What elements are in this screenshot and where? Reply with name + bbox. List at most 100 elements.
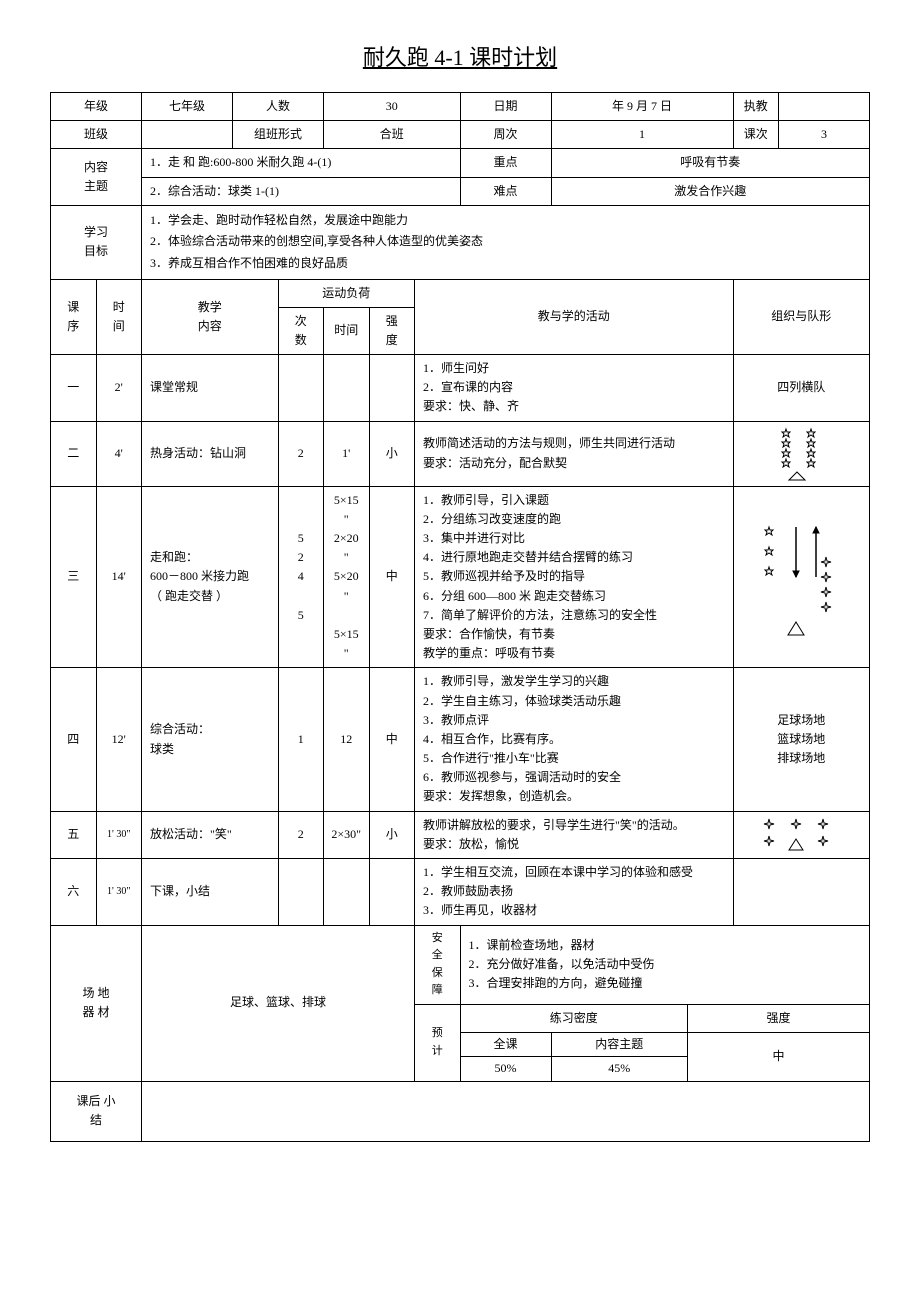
difficulty-label: 难点 bbox=[460, 177, 551, 205]
times: 5 2 4 5 bbox=[278, 486, 324, 668]
est-label: 预 计 bbox=[415, 1004, 461, 1081]
dur: 5×15 " 2×20 " 5×20 " 5×15 " bbox=[324, 486, 370, 668]
col-header-row-1: 课 序 时 间 教学 内容 运动负荷 教与学的活动 组织与队形 bbox=[51, 279, 870, 307]
time: 12' bbox=[96, 668, 142, 811]
intensity-value: 中 bbox=[688, 1033, 870, 1081]
safety-label: 安 全 保 障 bbox=[415, 925, 461, 1004]
sparkle-formation-icon bbox=[756, 814, 846, 856]
grade-label: 年级 bbox=[51, 93, 142, 121]
topic-value: 45% bbox=[552, 1057, 688, 1080]
col-dur: 时间 bbox=[324, 307, 370, 354]
col-load: 运动负荷 bbox=[278, 279, 415, 307]
formation-svg bbox=[733, 811, 870, 858]
topic-cell: 内容主题 45% bbox=[551, 1033, 688, 1081]
page-title: 耐久跑 4-1 课时计划 bbox=[50, 40, 870, 72]
teach: 放松活动："笑" bbox=[142, 811, 279, 858]
full-value: 50% bbox=[461, 1057, 551, 1080]
time: 1' 30" bbox=[96, 859, 142, 926]
formation-svg bbox=[733, 421, 870, 486]
col-time: 时 间 bbox=[96, 279, 142, 355]
safety-value: 1．课前检查场地，器材 2．充分做好准备，以免活动中受伤 3．合理安排跑的方向，… bbox=[460, 925, 870, 1004]
content-line2: 2．综合活动：球类 1-(1) bbox=[142, 177, 461, 205]
dur: 1' bbox=[324, 421, 370, 486]
dur: 2×30" bbox=[324, 811, 370, 858]
equipment-label: 场 地 器 材 bbox=[51, 925, 142, 1081]
table-row: 二 4' 热身活动：钻山洞 2 1' 小 教师简述活动的方法与规则，师生共同进行… bbox=[51, 421, 870, 486]
stars-formation-icon bbox=[761, 424, 841, 484]
activity: 教师讲解放松的要求，引导学生进行"笑"的活动。 要求：放松，愉悦 bbox=[415, 811, 734, 858]
week-label: 周次 bbox=[460, 121, 551, 149]
dur: 12 bbox=[324, 668, 370, 811]
form-label: 组班形式 bbox=[233, 121, 324, 149]
teacher-value bbox=[779, 93, 870, 121]
time: 2' bbox=[96, 355, 142, 422]
table-row: 四 12' 综合活动： 球类 1 12 中 1．教师引导，激发学生学习的兴趣 2… bbox=[51, 668, 870, 811]
lesson-plan-table: 年级 七年级 人数 30 日期 年 9 月 7 日 执教 班级 组班形式 合班 … bbox=[50, 92, 870, 1142]
summary-row: 课后 小 结 bbox=[51, 1081, 870, 1141]
times: 1 bbox=[278, 668, 324, 811]
formation-svg bbox=[733, 486, 870, 668]
seq: 六 bbox=[51, 859, 97, 926]
intensity: 中 bbox=[369, 486, 415, 668]
activity: 1．学生相互交流，回顾在本课中学习的体验和感受 2．教师鼓励表扬 3．师生再见，… bbox=[415, 859, 734, 926]
seq: 三 bbox=[51, 486, 97, 668]
content-row-1: 内容 主题 1．走 和 跑:600-800 米耐久跑 4-(1) 重点 呼吸有节… bbox=[51, 149, 870, 177]
col-intensity: 强 度 bbox=[369, 307, 415, 354]
times bbox=[278, 859, 324, 926]
goal-2: 2．体验综合活动带来的创想空间,享受各种人体造型的优美姿态 bbox=[150, 231, 863, 253]
dur bbox=[324, 859, 370, 926]
time: 14' bbox=[96, 486, 142, 668]
full-label: 全课 bbox=[461, 1033, 551, 1057]
keypoint-value: 呼吸有节奏 bbox=[551, 149, 870, 177]
intensity: 小 bbox=[369, 421, 415, 486]
full-cell: 全课 50% bbox=[460, 1033, 551, 1081]
col-seq: 课 序 bbox=[51, 279, 97, 355]
content-row-2: 2．综合活动：球类 1-(1) 难点 激发合作兴趣 bbox=[51, 177, 870, 205]
equipment-row: 场 地 器 材 足球、篮球、排球 安 全 保 障 1．课前检查场地，器材 2．充… bbox=[51, 925, 870, 1004]
teach: 综合活动： 球类 bbox=[142, 668, 279, 811]
content-label: 内容 主题 bbox=[51, 149, 142, 205]
goals-label: 学习 目标 bbox=[51, 205, 142, 279]
goal-3: 3．养成互相合作不怕困难的良好品质 bbox=[150, 253, 863, 275]
content-line1: 1．走 和 跑:600-800 米耐久跑 4-(1) bbox=[142, 149, 461, 177]
table-row: 六 1' 30" 下课，小结 1．学生相互交流，回顾在本课中学习的体验和感受 2… bbox=[51, 859, 870, 926]
col-teach: 教学 内容 bbox=[142, 279, 279, 355]
seq: 五 bbox=[51, 811, 97, 858]
summary-label: 课后 小 结 bbox=[51, 1081, 142, 1141]
teach: 课堂常规 bbox=[142, 355, 279, 422]
table-row: 三 14' 走和跑： 600－800 米接力跑 （ 跑走交替 ） 5 2 4 5… bbox=[51, 486, 870, 668]
class-value bbox=[142, 121, 233, 149]
summary-value bbox=[142, 1081, 870, 1141]
period-label: 课次 bbox=[733, 121, 779, 149]
seq: 一 bbox=[51, 355, 97, 422]
keypoint-label: 重点 bbox=[460, 149, 551, 177]
density-label: 练习密度 bbox=[460, 1004, 688, 1032]
intensity: 中 bbox=[369, 668, 415, 811]
intensity bbox=[369, 859, 415, 926]
goal-1: 1．学会走、跑时动作轻松自然，发展途中跑能力 bbox=[150, 210, 863, 232]
goals-row: 学习 目标 1．学会走、跑时动作轻松自然，发展途中跑能力 2．体验综合活动带来的… bbox=[51, 205, 870, 279]
table-row: 一 2' 课堂常规 1．师生问好 2．宣布课的内容 要求：快、静、齐 四列横队 bbox=[51, 355, 870, 422]
teacher-label: 执教 bbox=[733, 93, 779, 121]
header-row-2: 班级 组班形式 合班 周次 1 课次 3 bbox=[51, 121, 870, 149]
difficulty-value: 激发合作兴趣 bbox=[551, 177, 870, 205]
time: 4' bbox=[96, 421, 142, 486]
running-formation-icon bbox=[756, 507, 846, 647]
formation bbox=[733, 859, 870, 926]
dur bbox=[324, 355, 370, 422]
equipment-value: 足球、篮球、排球 bbox=[142, 925, 415, 1081]
times bbox=[278, 355, 324, 422]
col-times: 次 数 bbox=[278, 307, 324, 354]
period-value: 3 bbox=[779, 121, 870, 149]
times: 2 bbox=[278, 421, 324, 486]
date-value: 年 9 月 7 日 bbox=[551, 93, 733, 121]
formation: 四列横队 bbox=[733, 355, 870, 422]
intensity: 小 bbox=[369, 811, 415, 858]
count-value: 30 bbox=[324, 93, 461, 121]
teach: 下课，小结 bbox=[142, 859, 279, 926]
intensity-label: 强度 bbox=[688, 1004, 870, 1032]
count-label: 人数 bbox=[233, 93, 324, 121]
intensity bbox=[369, 355, 415, 422]
col-activity: 教与学的活动 bbox=[415, 279, 734, 355]
table-row: 五 1' 30" 放松活动："笑" 2 2×30" 小 教师讲解放松的要求，引导… bbox=[51, 811, 870, 858]
